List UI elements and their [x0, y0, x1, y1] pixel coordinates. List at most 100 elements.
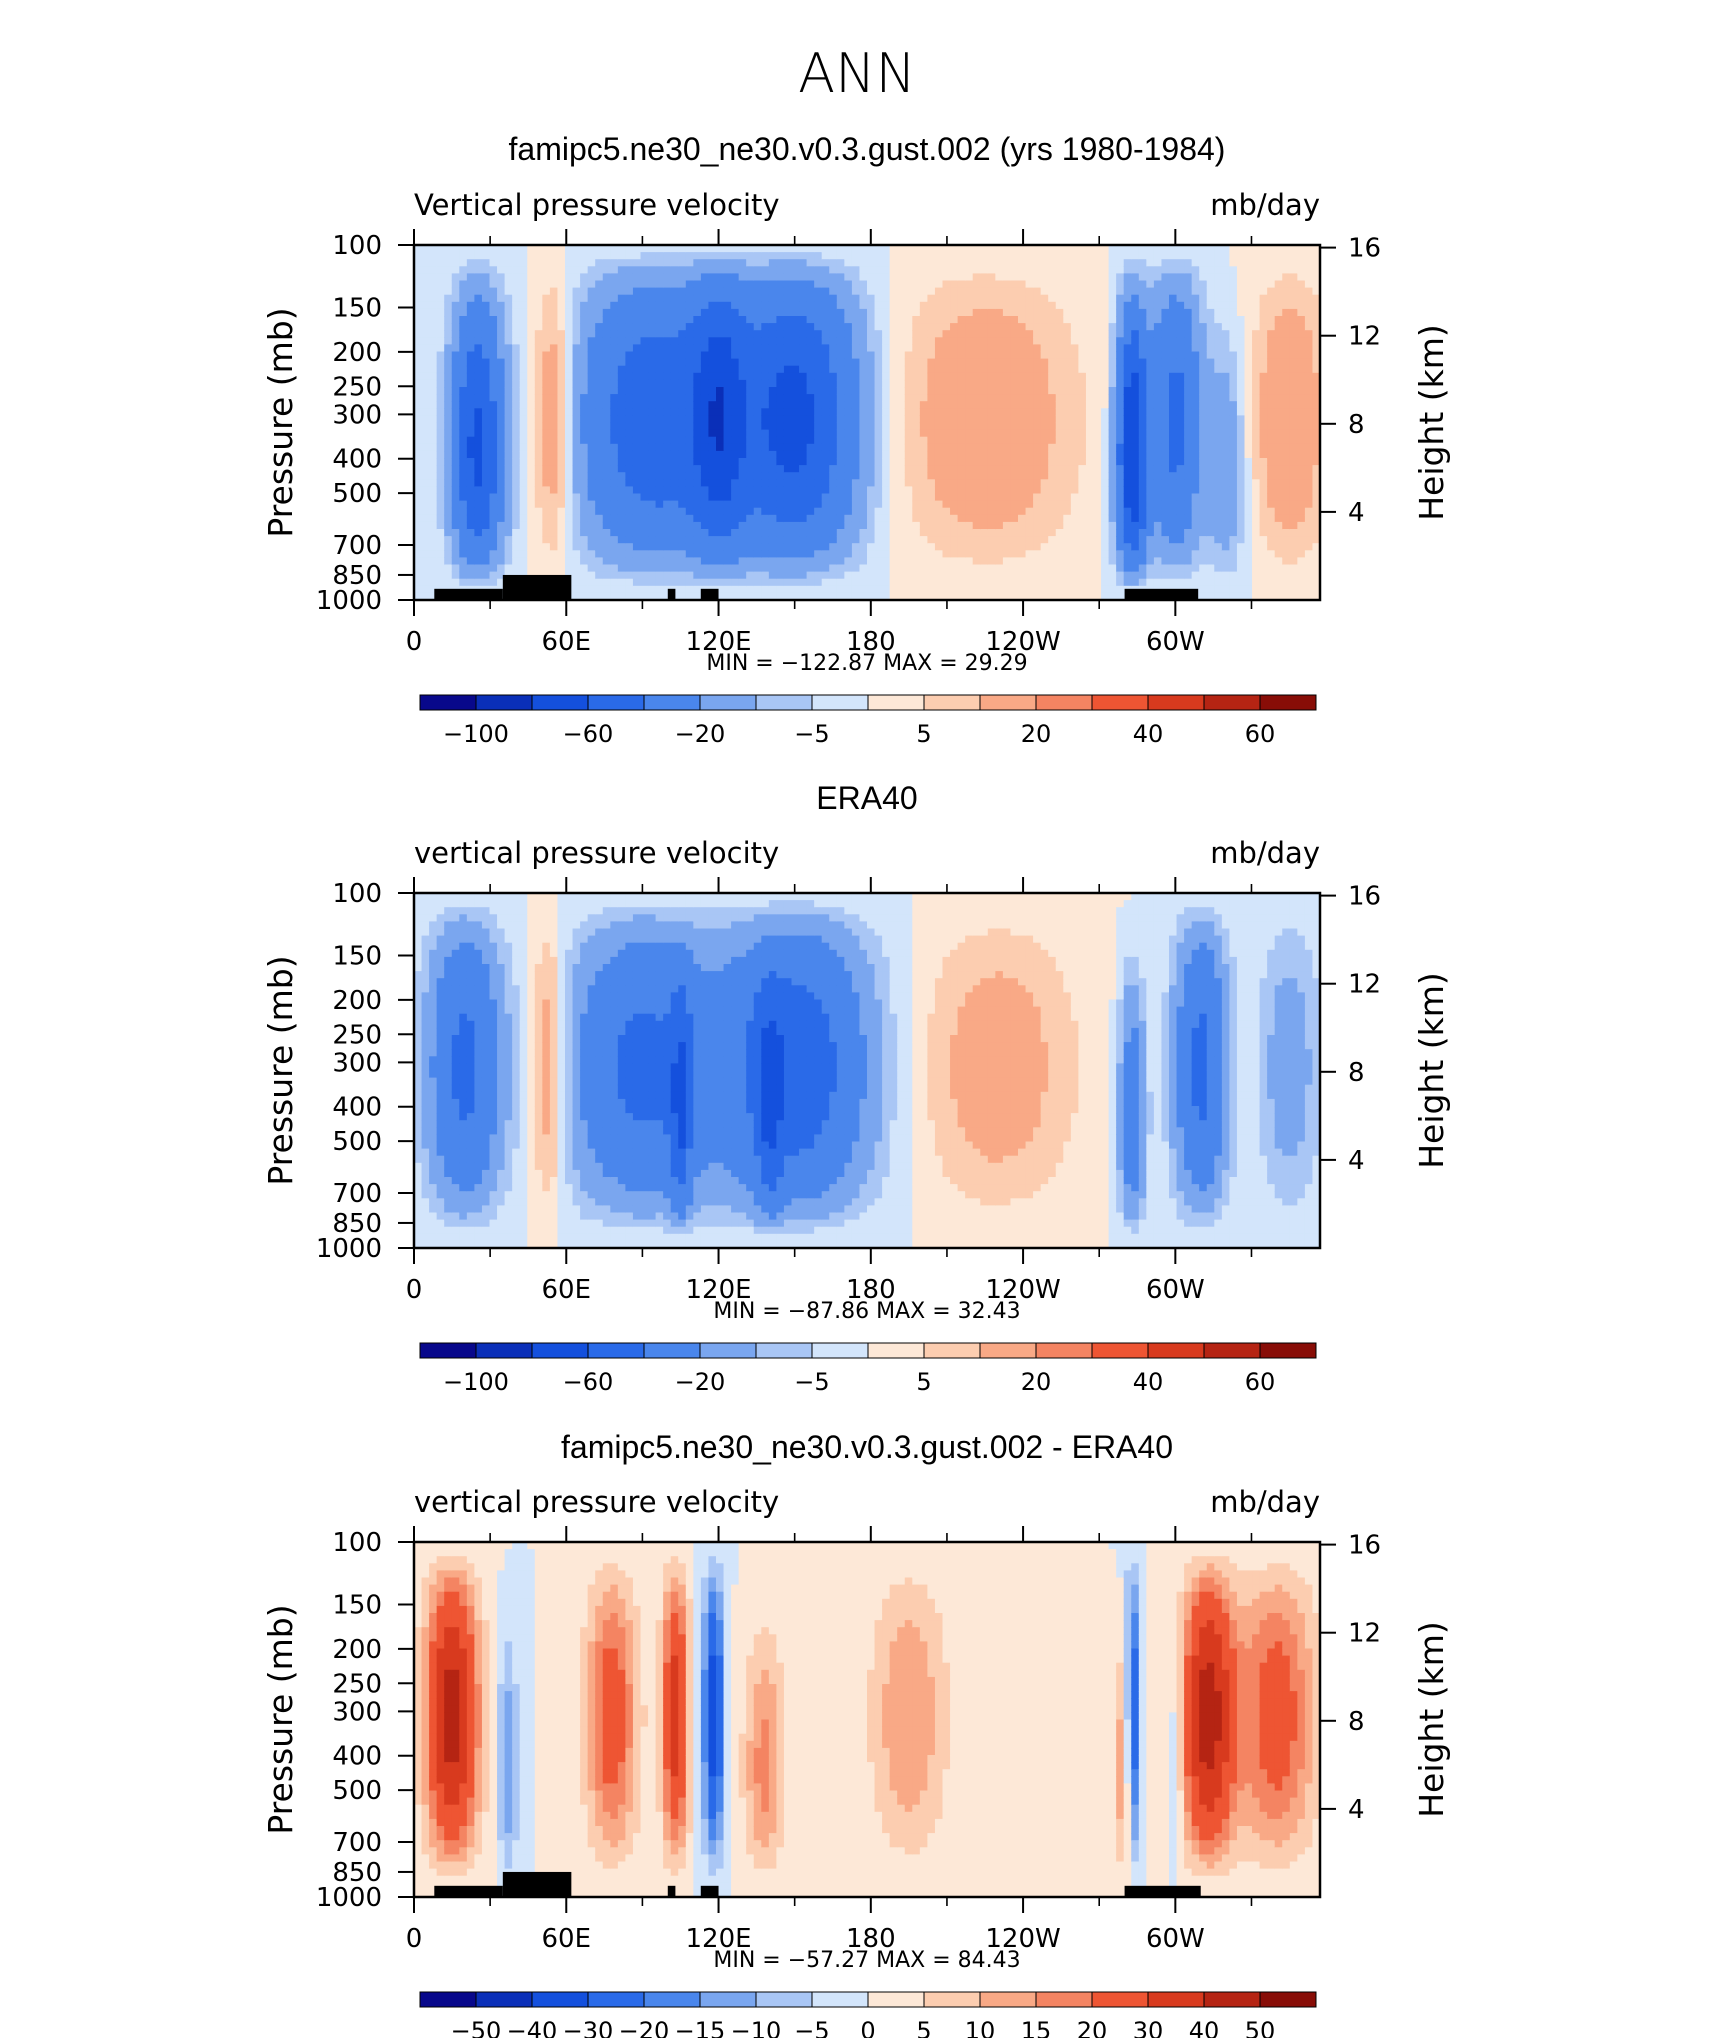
field-cell	[625, 359, 633, 367]
field-cell	[588, 302, 596, 310]
field-cell	[482, 330, 490, 338]
field-cell	[625, 458, 633, 466]
field-cell	[550, 295, 558, 303]
field-cell	[444, 295, 452, 303]
field-cell	[490, 266, 498, 274]
field-cell	[505, 259, 513, 267]
field-cell	[595, 444, 603, 452]
field-cell	[474, 557, 482, 565]
field-cell	[497, 479, 505, 487]
field-cell	[625, 508, 633, 516]
field-cell	[603, 437, 611, 445]
field-cell	[505, 458, 513, 466]
field-cell	[542, 565, 550, 573]
field-cell	[610, 401, 618, 409]
field-cell	[429, 252, 437, 260]
field-cell	[573, 536, 581, 544]
field-cell	[422, 302, 430, 310]
field-cell	[467, 543, 475, 551]
field-cell	[512, 394, 520, 402]
field-cell	[588, 501, 596, 509]
field-cell	[422, 458, 430, 466]
field-cell	[429, 437, 437, 445]
field-cell	[422, 387, 430, 395]
field-cell	[474, 401, 482, 409]
field-cell	[512, 437, 520, 445]
field-cell	[580, 465, 588, 473]
field-cell	[595, 586, 603, 594]
field-cell	[550, 508, 558, 516]
field-cell	[595, 451, 603, 459]
field-cell	[633, 359, 641, 367]
field-cell	[422, 352, 430, 360]
field-cell	[542, 387, 550, 395]
field-cell	[482, 515, 490, 523]
field-cell	[467, 387, 475, 395]
variable-label: Vertical pressure velocity	[414, 188, 780, 222]
field-cell	[490, 423, 498, 431]
field-cell	[610, 380, 618, 388]
field-cell	[557, 430, 565, 438]
field-cell	[610, 543, 618, 551]
field-cell	[557, 302, 565, 310]
field-cell	[459, 309, 467, 317]
field-cell	[550, 266, 558, 274]
field-cell	[603, 401, 611, 409]
field-cell	[550, 536, 558, 544]
field-cell	[603, 415, 611, 423]
field-cell	[490, 508, 498, 516]
field-cell	[527, 295, 535, 303]
field-cell	[633, 281, 641, 289]
field-cell	[527, 273, 535, 281]
field-cell	[535, 337, 543, 345]
field-cell	[550, 543, 558, 551]
field-cell	[422, 281, 430, 289]
field-cell	[520, 387, 528, 395]
field-cell	[535, 252, 543, 260]
field-cell	[452, 501, 460, 509]
field-cell	[474, 486, 482, 494]
field-cell	[550, 252, 558, 260]
field-cell	[497, 437, 505, 445]
field-cell	[497, 316, 505, 324]
units-label: mb/day	[1210, 188, 1320, 222]
field-cell	[444, 288, 452, 296]
field-cell	[580, 508, 588, 516]
field-cell	[490, 543, 498, 551]
field-cell	[618, 330, 626, 338]
field-cell	[580, 266, 588, 274]
field-cell	[429, 472, 437, 480]
field-cell	[573, 543, 581, 551]
field-cell	[625, 465, 633, 473]
field-cell	[588, 486, 596, 494]
field-cell	[535, 550, 543, 558]
field-cell	[452, 486, 460, 494]
field-cell	[467, 359, 475, 367]
field-cell	[422, 515, 430, 523]
field-cell	[565, 415, 573, 423]
field-cell	[429, 380, 437, 388]
field-cell	[588, 359, 596, 367]
field-cell	[580, 259, 588, 267]
field-cell	[557, 437, 565, 445]
field-cell	[429, 579, 437, 587]
field-cell	[482, 415, 490, 423]
field-cell	[497, 359, 505, 367]
field-cell	[444, 501, 452, 509]
field-cell	[580, 515, 588, 523]
field-cell	[474, 501, 482, 509]
field-cell	[512, 451, 520, 459]
field-cell	[444, 415, 452, 423]
field-cell	[610, 586, 618, 594]
field-cell	[520, 259, 528, 267]
field-cell	[595, 316, 603, 324]
field-cell	[497, 408, 505, 416]
field-cell	[490, 252, 498, 260]
field-cell	[490, 288, 498, 296]
field-cell	[429, 273, 437, 281]
field-cell	[437, 344, 445, 352]
field-cell	[625, 302, 633, 310]
field-cell	[437, 430, 445, 438]
field-cell	[490, 330, 498, 338]
field-cell	[497, 330, 505, 338]
